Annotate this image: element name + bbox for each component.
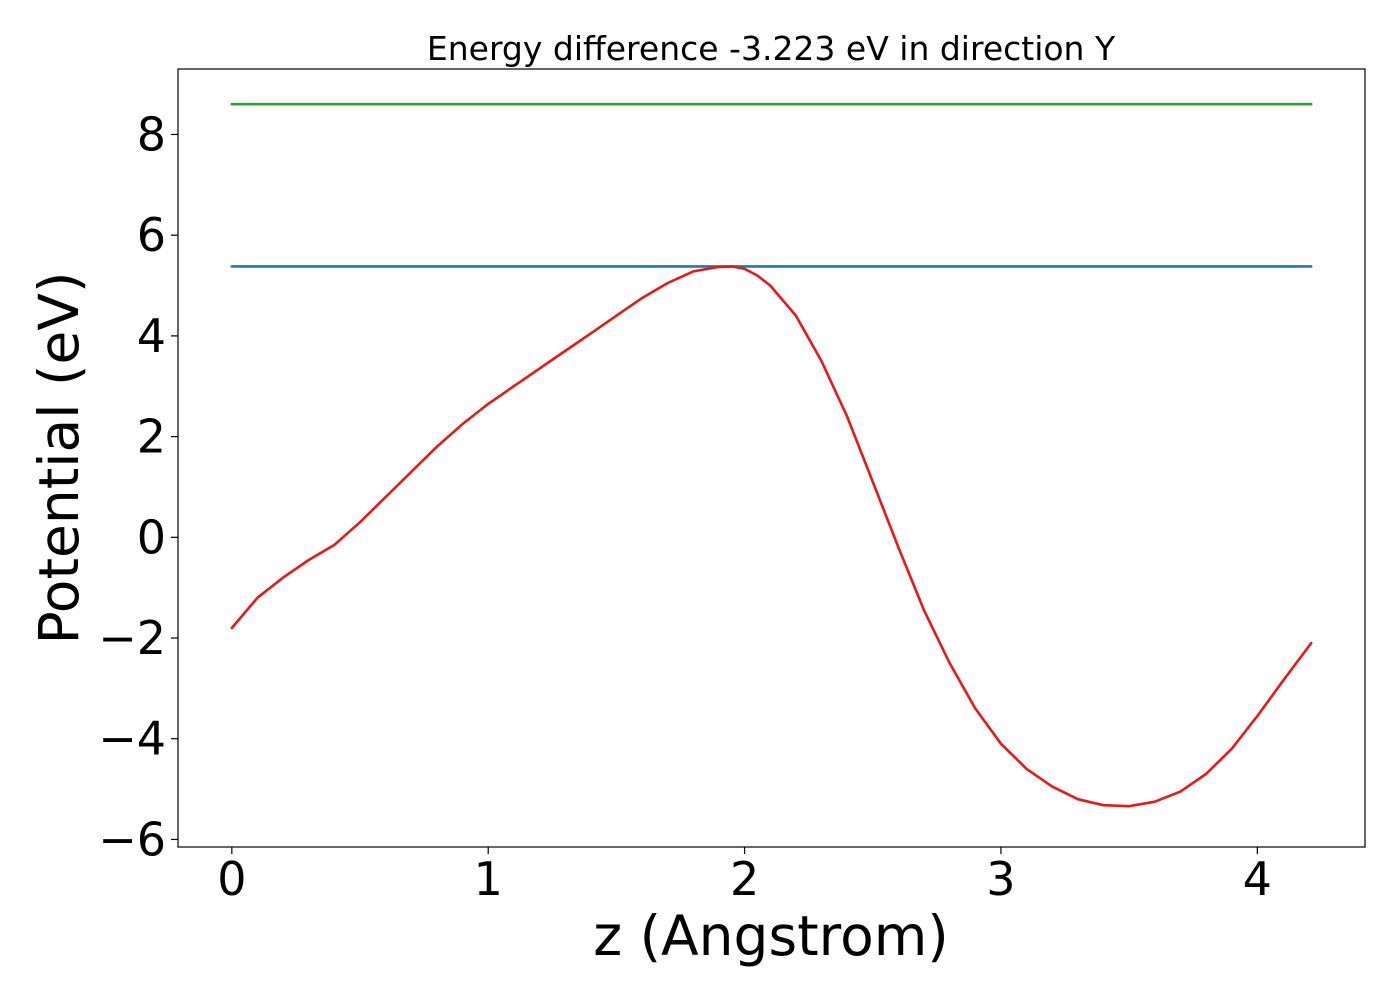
x-axis-label: z (Angstrom) [593,904,949,968]
y-tick-label: 2 [137,410,166,464]
x-tick-label: 0 [217,852,246,906]
x-tick-label: 2 [730,852,759,906]
y-tick-label: −2 [98,611,166,665]
x-tick-label: 3 [986,852,1015,906]
y-tick-label: 0 [137,510,166,564]
series-line-2 [230,265,1313,808]
plot-area-frame [177,68,1366,848]
y-axis-label: Potential (eV) [27,272,91,645]
y-tick-label: −4 [98,712,166,766]
x-tick-label: 4 [1243,852,1272,906]
y-tick-label: 6 [137,208,166,262]
series-layer [230,102,1313,808]
y-tick-label: −6 [98,812,166,866]
y-axis: −6 −4 −2 0 2 4 6 8 [98,107,178,866]
x-axis: 0 1 2 3 4 [217,847,1272,906]
y-tick-label: 4 [137,309,166,363]
x-tick-label: 1 [474,852,503,906]
chart-title: Energy difference -3.223 eV in direction… [427,29,1116,68]
y-tick-label: 8 [137,107,166,161]
